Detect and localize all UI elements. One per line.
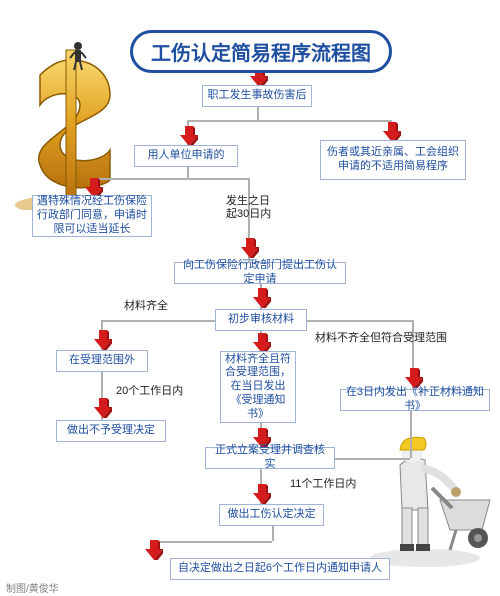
flow-node-n_submit: 向工伤保险行政部门提出工伤认定申请 xyxy=(174,262,346,284)
flow-line xyxy=(187,120,390,122)
flowchart-canvas: 工伤认定简易程序流程图 制图/黄俊华 职工发生事故伤害后用人单位申请的 伤者或其近… xyxy=(0,0,500,596)
flow-node-n_investigate: 正式立案受理并调查核实 xyxy=(205,447,335,469)
red-arrow-icon xyxy=(145,540,163,560)
credit-text: 制图/黄俊华 xyxy=(6,580,59,595)
flow-line xyxy=(335,458,410,460)
flow-node-n_decide: 做出工伤认定决定 xyxy=(219,504,324,526)
flow-label-l_incomplete: 材料不齐全但符合受理范围 xyxy=(315,332,447,345)
dollar-decoration xyxy=(0,40,140,210)
red-arrow-icon xyxy=(253,484,271,504)
flow-line xyxy=(187,167,189,178)
flow-node-n_simple: 伤者或其近亲属、工会组织申请的不适用简易程序 xyxy=(320,140,466,180)
flow-node-n_check: 初步审核材料 xyxy=(215,309,307,331)
flow-line xyxy=(101,320,215,322)
worker-decoration xyxy=(370,430,500,570)
flow-node-n_extend: 遇特殊情况经工伤保险行政部门同意，申请时限可以适当延长 xyxy=(32,195,152,237)
flow-label-l_11days: 11个工作日内 xyxy=(290,478,356,491)
flow-node-n_supplement: 在3日内发出《补正材料通知书》 xyxy=(340,389,490,411)
red-arrow-icon xyxy=(180,126,198,146)
red-arrow-icon xyxy=(94,330,112,350)
red-arrow-icon xyxy=(405,368,423,388)
flow-node-n_notify: 自决定做出之日起6个工作日内通知申请人 xyxy=(170,558,390,580)
red-arrow-icon xyxy=(253,333,271,353)
red-arrow-icon xyxy=(383,122,401,142)
flow-node-n_reject_scope: 在受理范围外 xyxy=(56,350,148,372)
flow-label-l_30days: 发生之日起30日内 xyxy=(226,195,271,221)
flow-node-n_complete: 材料齐全且符合受理范围，在当日发出《受理通知书》 xyxy=(220,351,296,423)
flow-line xyxy=(257,107,259,120)
flow-label-l_20days: 20个工作日内 xyxy=(116,385,183,398)
flow-line xyxy=(272,526,274,541)
flow-label-l_complete: 材料齐全 xyxy=(124,300,168,313)
flow-node-n_reject: 做出不予受理决定 xyxy=(56,420,166,442)
red-arrow-icon xyxy=(253,288,271,308)
red-arrow-icon xyxy=(241,238,259,258)
flow-node-n_employer: 用人单位申请的 xyxy=(134,145,238,167)
chart-title: 工伤认定简易程序流程图 xyxy=(130,30,392,73)
flow-node-n_start: 职工发生事故伤害后 xyxy=(202,85,312,107)
red-arrow-icon xyxy=(94,398,112,418)
flow-line xyxy=(307,320,412,322)
flow-line xyxy=(92,178,248,180)
flow-line xyxy=(152,541,272,543)
flow-line xyxy=(410,411,412,458)
